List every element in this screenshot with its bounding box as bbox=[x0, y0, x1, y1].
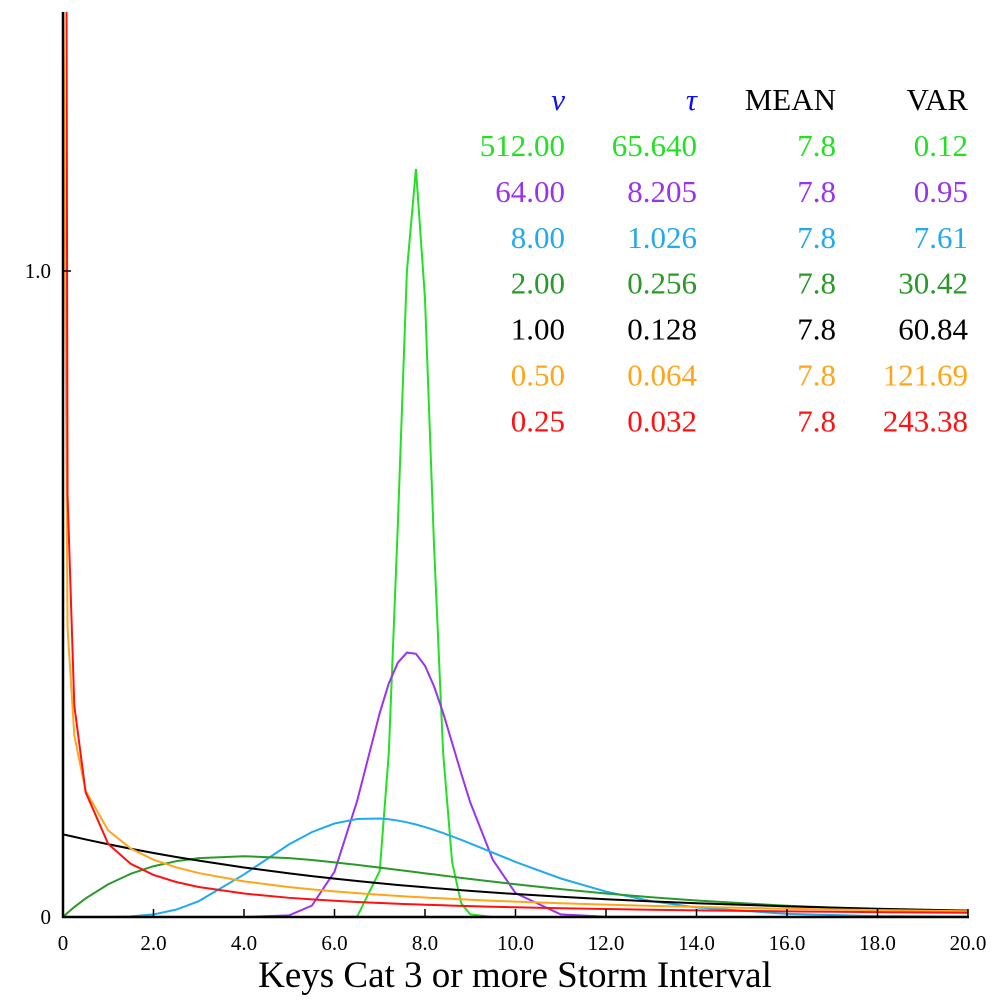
table-cell: 8.205 bbox=[627, 174, 697, 209]
table-cell: 0.032 bbox=[627, 403, 697, 438]
table-cell: 0.128 bbox=[627, 312, 697, 347]
x-tick-label: 2.0 bbox=[140, 931, 166, 955]
table-cell: 7.61 bbox=[914, 220, 968, 255]
table-cell: 8.00 bbox=[511, 220, 565, 255]
table-cell: 65.640 bbox=[612, 128, 697, 163]
y-tick-label: 0 bbox=[41, 905, 52, 929]
table-cell: 2.00 bbox=[511, 266, 565, 301]
table-header: ν bbox=[551, 82, 565, 117]
table-header: τ bbox=[686, 82, 699, 117]
table-cell: 64.00 bbox=[495, 174, 565, 209]
table-cell: 1.026 bbox=[627, 220, 697, 255]
x-tick-label: 10.0 bbox=[497, 931, 534, 955]
x-tick-label: 0 bbox=[58, 931, 69, 955]
table-cell: 7.8 bbox=[797, 403, 836, 438]
table-cell: 7.8 bbox=[797, 220, 836, 255]
x-tick-label: 6.0 bbox=[321, 931, 347, 955]
table-cell: 0.95 bbox=[914, 174, 968, 209]
x-tick-label: 12.0 bbox=[588, 931, 625, 955]
table-header: VAR bbox=[907, 82, 969, 117]
table-cell: 7.8 bbox=[797, 358, 836, 393]
table-cell: 0.064 bbox=[627, 358, 697, 393]
x-tick-label: 20.0 bbox=[950, 931, 987, 955]
table-cell: 7.8 bbox=[797, 174, 836, 209]
table-cell: 7.8 bbox=[797, 266, 836, 301]
table-cell: 0.256 bbox=[627, 266, 697, 301]
table-header: MEAN bbox=[745, 82, 836, 117]
table-cell: 243.38 bbox=[883, 403, 968, 438]
x-axis-title: Keys Cat 3 or more Storm Interval bbox=[258, 955, 772, 996]
x-tick-label: 16.0 bbox=[769, 931, 806, 955]
curve bbox=[62, 855, 969, 918]
curve bbox=[62, 833, 969, 912]
table-cell: 0.12 bbox=[914, 128, 968, 163]
table-cell: 0.25 bbox=[511, 403, 565, 438]
curve bbox=[62, 12, 969, 913]
curve bbox=[63, 651, 968, 918]
table-cell: 7.8 bbox=[797, 128, 836, 163]
x-tick-label: 18.0 bbox=[859, 931, 896, 955]
table-cell: 7.8 bbox=[797, 312, 836, 347]
table-cell: 121.69 bbox=[883, 358, 968, 393]
table-cell: 512.00 bbox=[480, 128, 565, 163]
table-cell: 1.00 bbox=[511, 312, 565, 347]
table-cell: 30.42 bbox=[898, 266, 968, 301]
x-tick-label: 4.0 bbox=[231, 931, 257, 955]
table-cell: 60.84 bbox=[898, 312, 968, 347]
x-tick-label: 14.0 bbox=[678, 931, 715, 955]
y-tick-label: 1.0 bbox=[25, 259, 51, 283]
x-tick-label: 8.0 bbox=[412, 931, 438, 955]
curve bbox=[65, 12, 969, 914]
table-cell: 0.50 bbox=[511, 358, 565, 393]
